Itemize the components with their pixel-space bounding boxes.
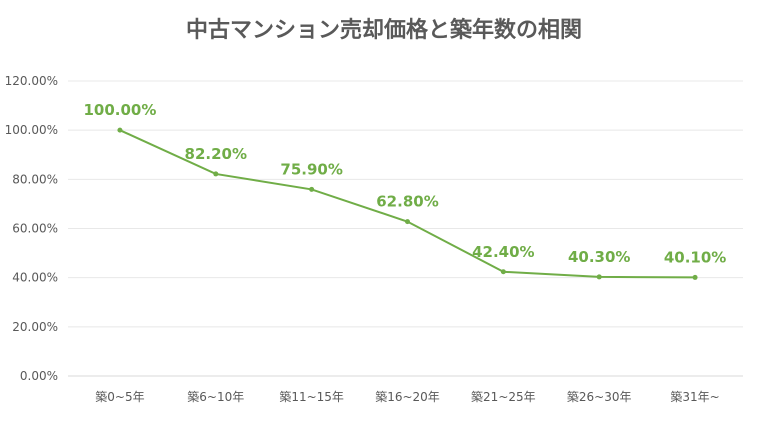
x-tick-label: 築11~15年 xyxy=(279,389,344,404)
data-label: 40.10% xyxy=(664,248,726,266)
data-point xyxy=(692,274,698,280)
y-tick-label: 40.00% xyxy=(12,271,58,285)
data-point xyxy=(596,274,602,280)
data-label: 40.30% xyxy=(568,248,630,266)
data-point xyxy=(405,219,410,225)
x-tick-label: 築0~5年 xyxy=(95,389,144,404)
x-tick-label: 築6~10年 xyxy=(187,389,244,404)
data-point xyxy=(117,127,123,133)
chart-title: 中古マンション売却価格と築年数の相関 xyxy=(185,18,582,43)
data-label: 75.90% xyxy=(280,160,342,178)
y-tick-label: 60.00% xyxy=(12,222,58,236)
data-label: 100.00% xyxy=(83,101,156,119)
x-tick-label: 築31年~ xyxy=(670,389,719,404)
x-tick-label: 築16~20年 xyxy=(375,389,440,404)
y-tick-label: 120.00% xyxy=(5,74,58,88)
x-tick-label: 築26~30年 xyxy=(567,389,632,404)
y-tick-label: 20.00% xyxy=(12,320,58,334)
data-point xyxy=(213,171,219,177)
data-label: 62.80% xyxy=(376,193,438,211)
y-tick-label: 100.00% xyxy=(5,123,58,137)
data-point xyxy=(500,269,506,275)
data-label: 82.20% xyxy=(185,145,247,163)
y-tick-label: 80.00% xyxy=(12,172,58,186)
data-label: 42.40% xyxy=(472,243,534,261)
data-point xyxy=(309,186,315,192)
y-tick-label: 0.00% xyxy=(20,369,58,383)
x-tick-label: 築21~25年 xyxy=(471,389,536,404)
